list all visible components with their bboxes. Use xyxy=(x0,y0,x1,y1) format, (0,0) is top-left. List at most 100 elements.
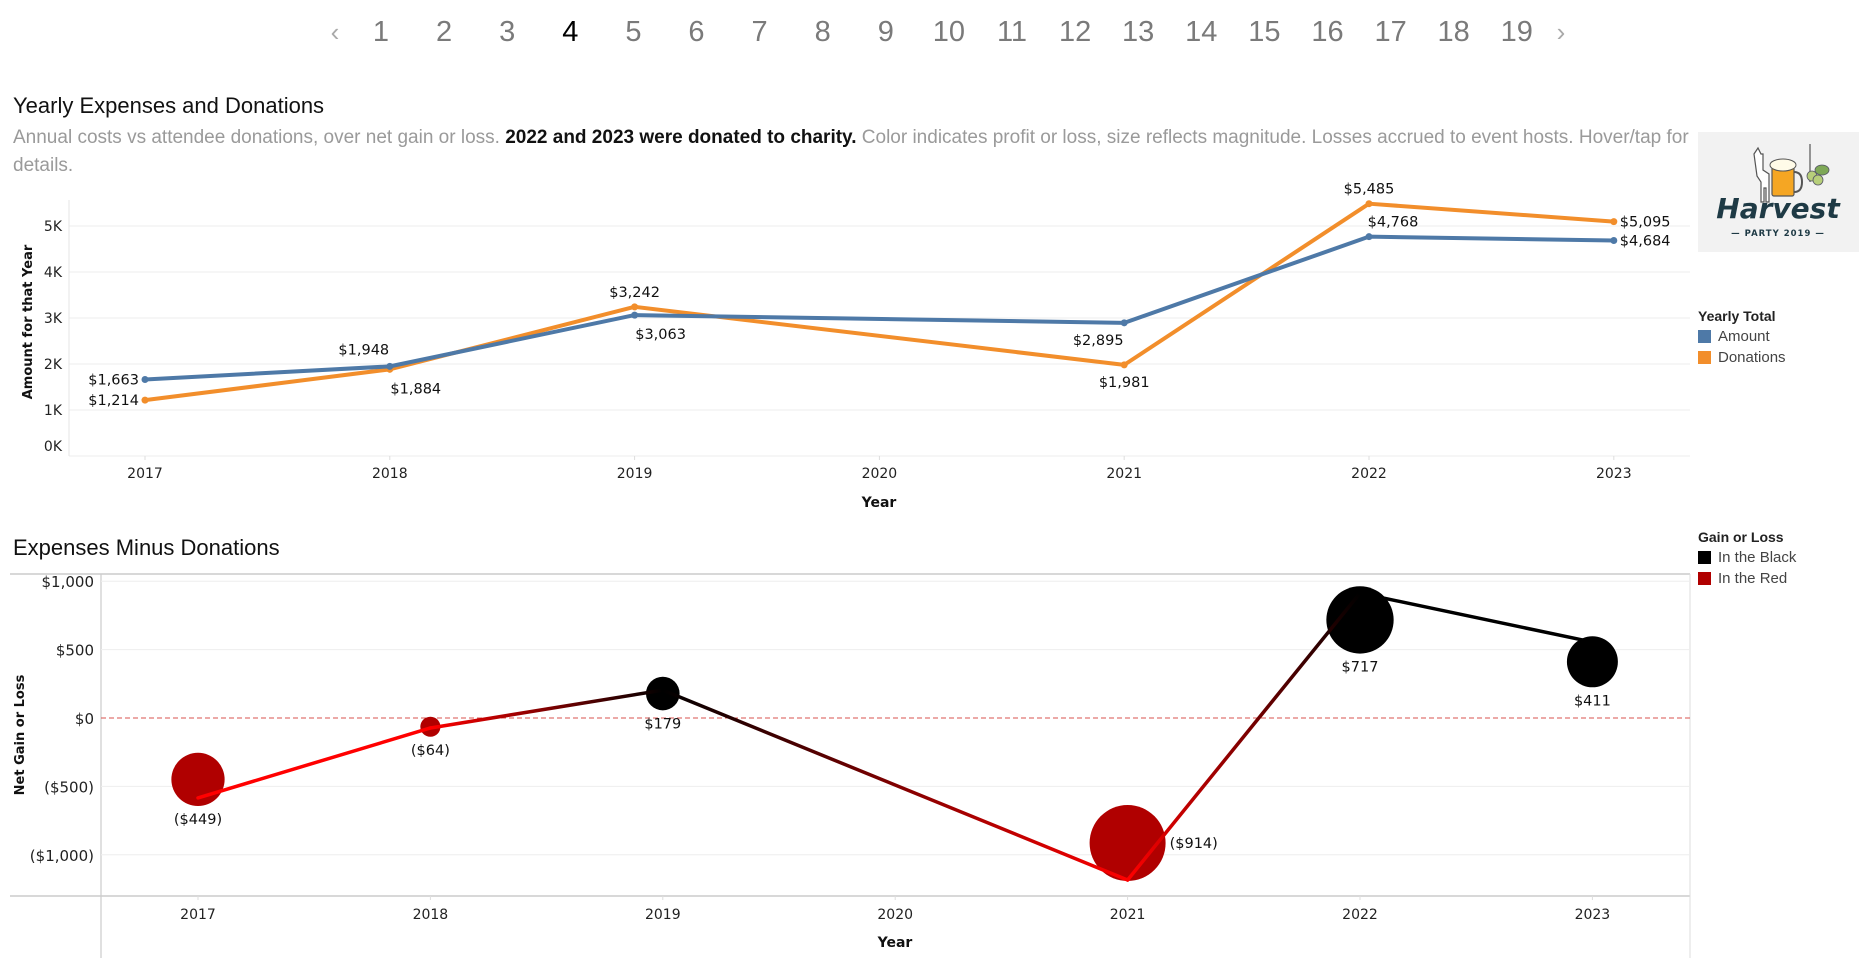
page-link-15[interactable]: 15 xyxy=(1248,16,1281,48)
x-axis-title: Year xyxy=(877,935,913,951)
trend-line-segment xyxy=(196,726,433,800)
page-link-2[interactable]: 2 xyxy=(436,16,453,48)
section-title-net: Expenses Minus Donations xyxy=(13,535,280,560)
page-link-9[interactable]: 9 xyxy=(877,16,894,48)
x-tick-label: 2022 xyxy=(1351,466,1387,482)
bubble-2019[interactable] xyxy=(645,676,680,711)
data-label: $4,684 xyxy=(1620,234,1671,250)
page-link-8[interactable]: 8 xyxy=(814,16,831,48)
x-axis-ticks: 2017 2018 2019 2020 2021 2022 2023 xyxy=(180,896,1610,923)
legend-label: Amount xyxy=(1718,328,1770,345)
y-axis-ticks: 0K 1K 2K 3K 4K 5K xyxy=(44,219,63,455)
page-link-12[interactable]: 12 xyxy=(1058,16,1092,48)
y-tick-label: $0 xyxy=(75,710,94,728)
data-point-amount[interactable] xyxy=(1120,319,1128,327)
x-axis-ticks: 2017 2018 2019 2020 2021 2022 2023 xyxy=(127,456,1632,482)
data-label: $2,895 xyxy=(1073,333,1124,349)
x-axis-title: Year xyxy=(861,495,897,511)
page-link-13[interactable]: 13 xyxy=(1122,16,1155,48)
bubble-2021[interactable] xyxy=(1089,805,1166,882)
page-link-16[interactable]: 16 xyxy=(1311,16,1344,48)
legend-label: In the Red xyxy=(1718,570,1788,587)
data-point-donations[interactable] xyxy=(631,303,639,311)
y-tick-label: ($500) xyxy=(44,778,94,796)
data-point-donations[interactable] xyxy=(1610,218,1618,226)
data-point-donations[interactable] xyxy=(386,365,394,373)
legend-item-donations[interactable]: Donations xyxy=(1698,347,1786,368)
bubble-2022[interactable] xyxy=(1326,586,1394,654)
x-tick-label: 2017 xyxy=(180,907,216,923)
page-link-14[interactable]: 14 xyxy=(1185,16,1218,48)
y-tick-label: 3K xyxy=(44,311,63,327)
page-link-7[interactable]: 7 xyxy=(751,16,768,48)
page-link-5[interactable]: 5 xyxy=(625,16,642,48)
data-point-donations[interactable] xyxy=(1120,361,1128,369)
donations-swatch xyxy=(1698,351,1711,364)
trend-line-segment xyxy=(1125,591,1362,882)
x-tick-label: 2019 xyxy=(617,466,653,482)
y-tick-label: 0K xyxy=(44,439,63,455)
x-tick-label: 2022 xyxy=(1342,907,1378,923)
data-point-donations[interactable] xyxy=(141,396,149,404)
page-link-1[interactable]: 1 xyxy=(372,16,390,48)
bubble-labels: ($449) ($64) $179 ($914) $717 $411 xyxy=(174,660,1611,852)
page-link-17[interactable]: 17 xyxy=(1374,16,1407,48)
bubble-2018[interactable] xyxy=(420,716,441,737)
x-tick-label: 2020 xyxy=(877,907,913,923)
data-point-amount[interactable] xyxy=(1610,237,1618,245)
data-point-donations[interactable] xyxy=(1365,200,1373,208)
data-label: $3,063 xyxy=(635,327,686,343)
data-label: $1,981 xyxy=(1099,375,1150,391)
page-link-18[interactable]: 18 xyxy=(1437,16,1470,48)
series-line-donations[interactable] xyxy=(144,201,1614,403)
y-gridlines xyxy=(101,580,1690,856)
page-title: Yearly Expenses and Donations xyxy=(13,93,325,118)
data-label: $1,214 xyxy=(88,393,139,409)
legend-item-in-the-red[interactable]: In the Red xyxy=(1698,568,1796,589)
subtitle-text: Annual costs vs attendee donations, over… xyxy=(13,127,506,148)
bubble-label: ($449) xyxy=(174,812,222,828)
page-link-11[interactable]: 11 xyxy=(996,16,1028,48)
data-label: $1,663 xyxy=(88,373,139,389)
page-link-4[interactable]: 4 xyxy=(562,16,579,48)
legend-item-amount[interactable]: Amount xyxy=(1698,326,1786,347)
bubble-label: $411 xyxy=(1574,693,1611,709)
bubble-label: $179 xyxy=(644,716,681,732)
legend-title: Gain or Loss xyxy=(1698,529,1784,545)
y-tick-label: 5K xyxy=(44,219,63,235)
subtitle-text-2: Color indicates profit or loss, size ref… xyxy=(13,127,1689,176)
subtitle-emphasis: 2022 and 2023 were donated to charity. xyxy=(505,127,857,148)
legend-label: Donations xyxy=(1718,349,1786,366)
trend-line-layer xyxy=(196,591,1595,882)
data-point-amount[interactable] xyxy=(1365,233,1373,241)
page-subtitle: Annual costs vs attendee donations, over… xyxy=(13,124,1693,180)
data-point-amount[interactable] xyxy=(141,376,149,384)
data-point-amount[interactable] xyxy=(631,311,639,319)
y-axis-title: Net Gain or Loss xyxy=(13,674,28,795)
bubble-label: ($914) xyxy=(1170,836,1218,852)
page-link-19[interactable]: 19 xyxy=(1500,16,1533,48)
x-tick-label: 2019 xyxy=(645,907,681,923)
data-labels: $1,214 $1,884 $3,242 $1,981 $5,485 $5,095 $1,6… xyxy=(88,182,1670,409)
y-tick-label: $500 xyxy=(56,642,94,660)
legend-item-in-the-black[interactable]: In the Black xyxy=(1698,547,1796,568)
page-link-10[interactable]: 10 xyxy=(932,16,966,48)
chevron-left-icon[interactable]: ‹ xyxy=(330,17,340,47)
pagination: ‹ 1 2 3 4 5 6 7 8 9 10 11 12 13 14 15 16 17 18 19 › xyxy=(0,8,1859,56)
page-link-6[interactable]: 6 xyxy=(688,16,705,48)
bubble-layer xyxy=(171,586,1618,882)
amount-swatch xyxy=(1698,330,1711,343)
hops-icon xyxy=(1806,144,1830,186)
trend-line-segment xyxy=(428,688,665,730)
y-axis-title: Amount for that Year xyxy=(21,244,36,399)
chevron-right-icon[interactable]: › xyxy=(1556,17,1566,47)
data-point-amount[interactable] xyxy=(386,362,394,370)
x-tick-label: 2017 xyxy=(127,466,163,482)
bubble-2017[interactable] xyxy=(171,752,225,807)
bubble-label: ($64) xyxy=(411,743,450,759)
bubble-2023[interactable] xyxy=(1566,636,1618,688)
series-line-amount[interactable] xyxy=(144,234,1614,382)
page-link-3[interactable]: 3 xyxy=(499,16,516,48)
y-axis-ticks: $1,000 $500 $0 ($500) ($1,000) xyxy=(30,573,94,865)
data-label: $1,948 xyxy=(338,342,389,358)
